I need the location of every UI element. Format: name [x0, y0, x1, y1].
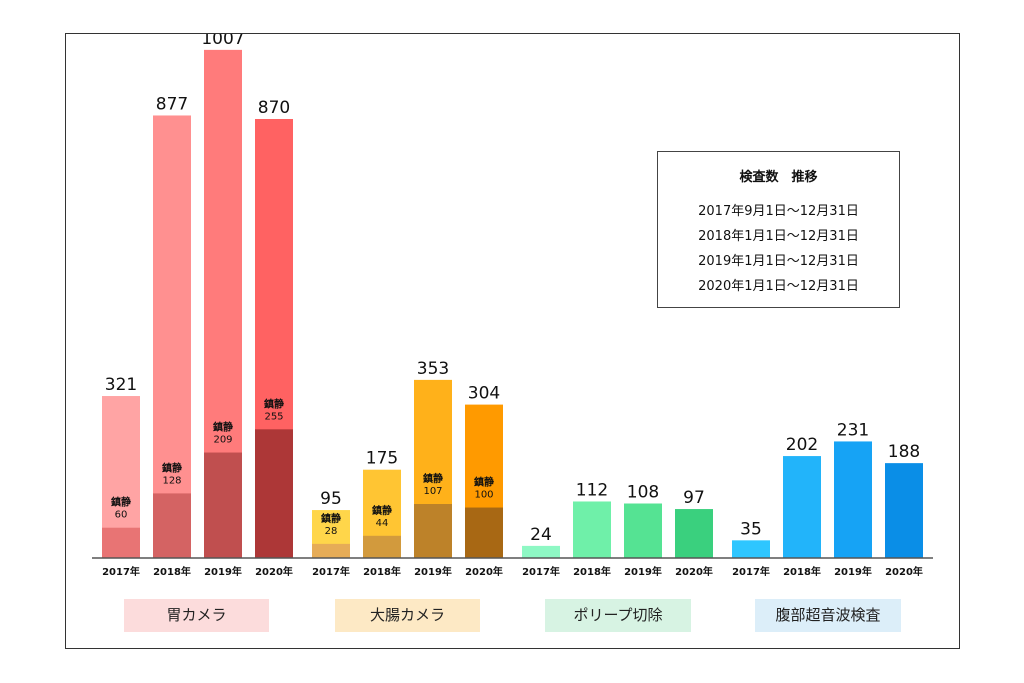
sedation-value-colon-camera-2018: 44 [376, 518, 389, 529]
sedation-caption-colon-camera-2019: 鎮静 [423, 472, 443, 485]
year-tick-stomach-camera-2020: 2020年 [255, 565, 293, 578]
value-label-colon-camera-2020: 304 [468, 384, 500, 404]
value-label-stomach-camera-2018: 877 [156, 94, 188, 114]
year-tick-abdominal-ultrasound-2019: 2019年 [834, 565, 872, 578]
group-label-stomach-camera: 胃カメラ [124, 599, 269, 632]
value-label-colon-camera-2018: 175 [366, 449, 398, 469]
year-tick-polypectomy-2017: 2017年 [522, 565, 560, 578]
year-tick-stomach-camera-2019: 2019年 [204, 565, 242, 578]
sedation-caption-colon-camera-2020: 鎮静 [474, 476, 494, 489]
value-label-abdominal-ultrasound-2020: 188 [888, 442, 920, 462]
bar-abdominal-ultrasound-2019 [834, 441, 872, 558]
year-tick-colon-camera-2018: 2018年 [363, 565, 401, 578]
bar-abdominal-ultrasound-2018 [783, 456, 821, 558]
chart-frame: 321 鎮静 60 2017年 877 鎮静 128 2018年 1007 鎮静 209 2019年 8… [65, 33, 960, 649]
year-tick-colon-camera-2019: 2019年 [414, 565, 452, 578]
year-tick-abdominal-ultrasound-2020: 2020年 [885, 565, 923, 578]
value-label-abdominal-ultrasound-2018: 202 [786, 435, 818, 455]
legend-title: 検査数 推移 [739, 170, 818, 185]
sedation-bar-colon-camera-2019 [414, 504, 452, 558]
sedation-caption-stomach-camera-2020: 鎮静 [264, 397, 284, 410]
bar-stomach-camera-2018 [153, 115, 191, 559]
bar-polypectomy-2017 [522, 545, 560, 558]
legend-period-2020: 2020年1月1日～12月31日 [698, 279, 859, 294]
value-label-polypectomy-2018: 112 [576, 480, 608, 500]
bar-polypectomy-2020 [675, 509, 713, 558]
sedation-caption-stomach-camera-2018: 鎮静 [162, 461, 182, 474]
sedation-bar-stomach-camera-2020 [255, 429, 293, 558]
year-tick-polypectomy-2018: 2018年 [573, 565, 611, 578]
sedation-bar-colon-camera-2018 [363, 535, 401, 558]
sedation-value-colon-camera-2020: 100 [474, 490, 493, 501]
sedation-value-stomach-camera-2018: 128 [162, 475, 181, 486]
bar-abdominal-ultrasound-2017 [732, 540, 770, 558]
legend-box: 検査数 推移 2017年9月1日～12月31日 2018年1月1日～12月31日… [657, 151, 900, 308]
sedation-bar-stomach-camera-2019 [204, 452, 242, 558]
value-label-abdominal-ultrasound-2017: 35 [740, 519, 762, 539]
sedation-value-stomach-camera-2020: 255 [264, 411, 283, 422]
sedation-value-colon-camera-2019: 107 [423, 486, 442, 497]
sedation-value-stomach-camera-2017: 60 [115, 510, 128, 521]
sedation-caption-colon-camera-2018: 鎮静 [372, 504, 392, 517]
group-label-abdominal-ultrasound: 腹部超音波検査 [755, 599, 901, 632]
year-tick-polypectomy-2019: 2019年 [624, 565, 662, 578]
legend-period-2019: 2019年1月1日～12月31日 [698, 254, 859, 269]
sedation-caption-stomach-camera-2019: 鎮静 [213, 421, 233, 434]
legend-period-2018: 2018年1月1日～12月31日 [698, 229, 859, 244]
group-label-colon-camera: 大腸カメラ [335, 599, 480, 632]
sedation-caption-colon-camera-2017: 鎮静 [321, 512, 341, 525]
sedation-bar-colon-camera-2020 [465, 507, 503, 558]
sedation-value-colon-camera-2017: 28 [325, 526, 338, 537]
value-label-colon-camera-2017: 95 [320, 489, 342, 509]
value-label-stomach-camera-2017: 321 [105, 375, 137, 395]
value-label-stomach-camera-2020: 870 [258, 98, 290, 118]
sedation-bar-stomach-camera-2018 [153, 493, 191, 558]
value-label-polypectomy-2017: 24 [530, 525, 552, 545]
year-tick-colon-camera-2020: 2020年 [465, 565, 503, 578]
year-tick-polypectomy-2020: 2020年 [675, 565, 713, 578]
value-label-abdominal-ultrasound-2019: 231 [837, 420, 869, 440]
group-label-polypectomy: ポリープ切除 [545, 599, 691, 632]
value-label-polypectomy-2020: 97 [683, 488, 705, 508]
sedation-bar-colon-camera-2017 [312, 543, 350, 558]
bar-polypectomy-2019 [624, 503, 662, 558]
sedation-caption-stomach-camera-2017: 鎮静 [111, 496, 131, 509]
legend-period-2017: 2017年9月1日～12月31日 [698, 204, 859, 219]
sedation-bar-stomach-camera-2017 [102, 527, 140, 558]
year-tick-stomach-camera-2018: 2018年 [153, 565, 191, 578]
value-label-polypectomy-2019: 108 [627, 483, 659, 503]
year-tick-colon-camera-2017: 2017年 [312, 565, 350, 578]
value-label-colon-camera-2019: 353 [417, 359, 449, 379]
year-tick-abdominal-ultrasound-2018: 2018年 [783, 565, 821, 578]
year-tick-stomach-camera-2017: 2017年 [102, 565, 140, 578]
bar-chart: 321鎮静602017年877鎮静1282018年1007鎮静2092019年8… [92, 34, 933, 578]
value-label-stomach-camera-2019: 1007 [201, 34, 244, 49]
sedation-value-stomach-camera-2019: 209 [213, 435, 232, 446]
bar-abdominal-ultrasound-2020 [885, 463, 923, 558]
bar-polypectomy-2018 [573, 501, 611, 558]
year-tick-abdominal-ultrasound-2017: 2017年 [732, 565, 770, 578]
